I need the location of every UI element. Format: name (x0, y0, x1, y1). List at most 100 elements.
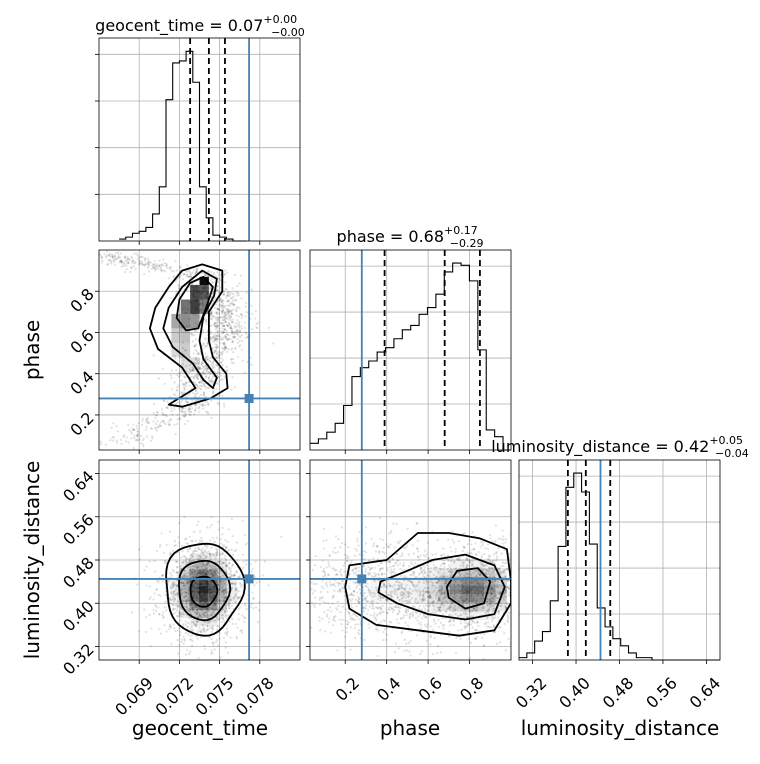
sample-point (161, 270, 163, 272)
sample-point (160, 421, 162, 423)
sample-point (427, 623, 429, 625)
sample-point (417, 607, 419, 609)
sample-point (340, 583, 342, 585)
sample-point (337, 538, 339, 540)
sample-point (162, 368, 164, 370)
sample-point (389, 621, 391, 623)
sample-point (168, 423, 170, 425)
sample-point (404, 650, 406, 652)
sample-point (171, 270, 173, 272)
sample-point (404, 622, 406, 624)
sample-point (186, 274, 188, 276)
sample-point (475, 638, 477, 640)
sample-point (163, 552, 165, 554)
sample-point (434, 637, 436, 639)
sample-point (415, 617, 417, 619)
sample-point (227, 348, 229, 350)
sample-point (396, 523, 398, 525)
sample-point (226, 369, 228, 371)
sample-point (442, 613, 444, 615)
sample-point (245, 608, 247, 610)
sample-point (349, 649, 351, 651)
sample-point (178, 522, 180, 524)
sample-point (167, 420, 169, 422)
x-tick-label: 0.075 (192, 673, 238, 719)
sample-point (358, 633, 360, 635)
sample-point (221, 664, 223, 666)
sample-point (165, 609, 167, 611)
sample-point (193, 269, 195, 271)
sample-point (335, 569, 337, 571)
sample-point (241, 584, 243, 586)
sample-point (109, 255, 111, 257)
sample-point (203, 383, 205, 385)
sample-point (481, 555, 483, 557)
sample-point (191, 640, 193, 642)
sample-point (230, 570, 232, 572)
sample-point (440, 622, 442, 624)
sample-point (424, 550, 426, 552)
sample-point (123, 265, 125, 267)
sample-point (228, 567, 230, 569)
sample-point (227, 573, 229, 575)
sample-point (332, 597, 334, 599)
sample-point (403, 616, 405, 618)
sample-point (342, 619, 344, 621)
sample-point (180, 409, 182, 411)
sample-point (195, 338, 197, 340)
sample-point (133, 437, 135, 439)
x-tick-label: 0.072 (151, 673, 197, 719)
sample-point (370, 614, 372, 616)
sample-point (199, 314, 201, 316)
sample-point (127, 262, 129, 264)
sample-point (205, 320, 207, 322)
sample-point (448, 564, 450, 566)
sample-point (372, 615, 374, 617)
sample-point (221, 527, 223, 529)
sample-point (148, 262, 150, 264)
sample-point (377, 573, 379, 575)
sample-point (134, 268, 136, 270)
sample-point (388, 546, 390, 548)
sample-point (239, 331, 241, 333)
sample-point (120, 439, 122, 441)
sample-point (218, 333, 220, 335)
sample-point (502, 535, 504, 537)
sample-point (153, 263, 155, 265)
sample-point (158, 377, 160, 379)
sample-point (114, 255, 116, 257)
sample-point (381, 611, 383, 613)
sample-point (144, 258, 146, 260)
sample-point (369, 605, 371, 607)
sample-point (392, 558, 394, 560)
sample-point (465, 626, 467, 628)
sample-point (215, 335, 217, 337)
sample-point (240, 325, 242, 327)
sample-point (202, 331, 204, 333)
sample-point (321, 585, 323, 587)
sample-point (221, 305, 223, 307)
sample-point (235, 549, 237, 551)
sample-point (255, 326, 257, 328)
sample-point (240, 275, 242, 277)
sample-point (223, 294, 225, 296)
sample-point (254, 576, 256, 578)
sample-point (188, 653, 190, 655)
sample-point (176, 414, 178, 416)
sample-point (467, 631, 469, 633)
sample-point (363, 610, 365, 612)
sample-point (436, 539, 438, 541)
sample-point (128, 258, 130, 260)
sample-point (435, 553, 437, 555)
sample-point (146, 426, 148, 428)
sample-point (212, 336, 214, 338)
sample-point (136, 439, 138, 441)
sample-point (337, 605, 339, 607)
sample-point (191, 272, 193, 274)
sample-point (154, 570, 156, 572)
sample-point (245, 302, 247, 304)
sample-point (389, 566, 391, 568)
sample-point (255, 606, 257, 608)
sample-point (244, 327, 246, 329)
sample-point (399, 607, 401, 609)
